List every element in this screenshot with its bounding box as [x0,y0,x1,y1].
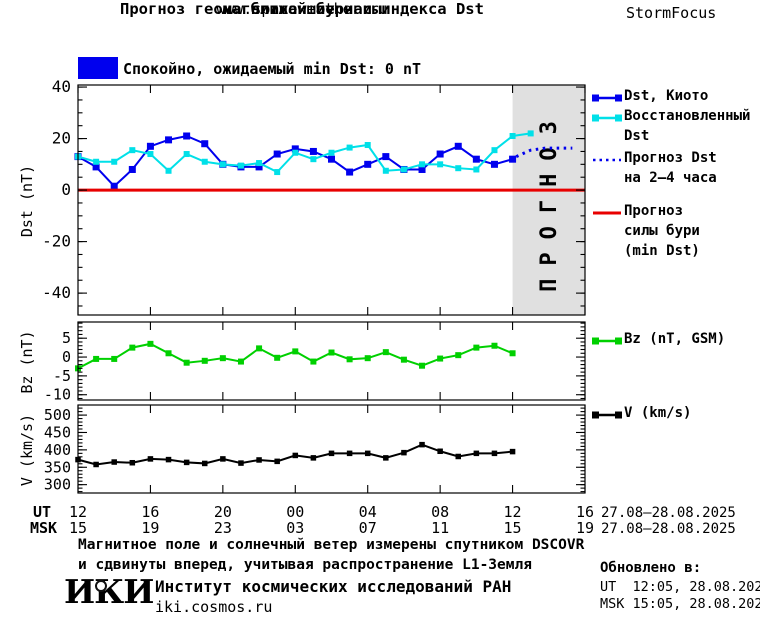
y-tick-label: 0 [62,348,71,366]
panel-ticks [77,405,586,493]
series-v [75,441,516,468]
svg-text:16: 16 [576,503,594,521]
svg-text:MSK: MSK [30,519,57,537]
series-restored-dst [75,130,534,176]
svg-text:23: 23 [214,519,232,537]
svg-text:12: 12 [69,503,87,521]
footer-note-line1: Магнитное поле и солнечный ветер измерен… [78,537,585,553]
iki-logo: ИКИ [64,572,154,611]
legend-item-storm-level: Прогноз силы бури (min Dst) [592,201,700,261]
svg-text:11: 11 [431,519,449,537]
updated-label: Обновлено в: [600,560,702,576]
iki-logo-circle [95,580,107,592]
legend-label-v: V (km/s) [624,405,692,421]
brand-label: StormFocus [626,4,717,22]
date-range-label: 27.08–28.08.2025 [601,505,736,521]
legend-label-dst-kyoto: Dst, Киото [624,88,709,104]
forecast-region [512,85,585,315]
legend-label-storm-level: Прогноз силы бури (min Dst) [624,203,700,259]
svg-text:19: 19 [576,519,594,537]
legend-label-forecast-dst: Прогноз Dst на 2–4 часа [624,150,717,186]
chart-legend: Dst, Киото Восстановленный Dst Прогноз Dst н… [592,0,760,500]
updated-msk-value: MSK 15:05, 28.08.2025 [600,596,760,612]
svg-text:04: 04 [359,503,377,521]
y-tick-label: 5 [62,329,71,347]
svg-text:UT: UT [33,503,51,521]
y-tick-label: 20 [52,129,71,148]
legend-item-restored-dst: Восстановленный Dst [592,106,750,146]
date-range-label: 27.08–28.08.2025 [601,521,736,537]
svg-text:03: 03 [286,519,304,537]
svg-text:19: 19 [141,519,159,537]
legend-marker-v-icon [592,406,622,425]
iki-url-label: iki.cosmos.ru [155,598,273,616]
institute-label: Институт космических исследований РАН [155,577,512,596]
x-axis-row: UT 12 16 20 00 04 08 12 16 27.08–28.08.2025 [33,503,736,521]
y-tick-label: -40 [42,283,71,302]
y-tick-label: 300 [44,476,71,494]
series-forecast-dst [515,146,573,158]
legend-item-dst-kyoto: Dst, Киото [592,86,708,108]
svg-text:15: 15 [69,519,87,537]
legend-item-forecast-dst: Прогноз Dst на 2–4 часа [592,148,717,188]
svg-text:20: 20 [214,503,232,521]
page-title-line1: Прогноз геомагнитной бури и индекса Dst [120,0,484,18]
y-tick-label: 500 [44,406,71,424]
svg-text:12: 12 [504,503,522,521]
quiet-status-swatch [78,57,118,79]
panel-border [77,404,586,494]
dst-axis-label: Dst (nT) [18,164,36,238]
legend-marker-dst-kyoto-icon [592,89,622,108]
series-bz [75,340,516,372]
v-axis-label: V (km/s) [18,413,36,487]
panel-ticks [77,322,586,400]
legend-marker-restored-dst-icon [592,109,622,128]
y-tick-label: 350 [44,458,71,476]
svg-text:00: 00 [286,503,304,521]
y-tick-label: -20 [42,232,71,251]
x-axis-row: MSK 15 19 23 03 07 11 15 19 27.08–28.08.2025 [30,519,736,537]
site-url-label: www.spaceweather.ru [216,0,388,18]
y-tick-label: 400 [44,441,71,459]
legend-marker-forecast-dst-icon [592,151,622,170]
legend-label-bz: Bz (nT, GSM) [624,331,726,347]
svg-text:16: 16 [141,503,159,521]
y-tick-label: 450 [44,423,71,441]
y-tick-label: -10 [44,386,71,404]
legend-label-restored-dst: Восстановленный Dst [624,108,751,144]
panel-border [77,84,586,316]
panel-ticks [77,85,586,315]
page-title-line2: на ближайшие часы [222,0,382,18]
y-tick-label: -5 [53,367,71,385]
quiet-status-label: Спокойно, ожидаемый min Dst: 0 nT [123,60,422,78]
legend-item-v: V (km/s) [592,403,691,425]
legend-marker-bz-icon [592,332,622,351]
panel-border [77,321,586,401]
forecast-region-label: ПРОГНОЗ [537,108,562,292]
updated-ut-value: UT 12:05, 28.08.2025 [600,579,760,595]
legend-marker-storm-level-icon [592,204,622,223]
series-dst-kyoto [74,132,517,190]
svg-text:07: 07 [359,519,377,537]
footer-note-line2: и сдвинуты вперед, учитывая распростране… [78,557,532,573]
y-tick-label: 0 [61,180,71,199]
svg-text:08: 08 [431,503,449,521]
legend-item-bz: Bz (nT, GSM) [592,329,725,351]
svg-text:15: 15 [504,519,522,537]
y-tick-label: 40 [52,77,71,96]
